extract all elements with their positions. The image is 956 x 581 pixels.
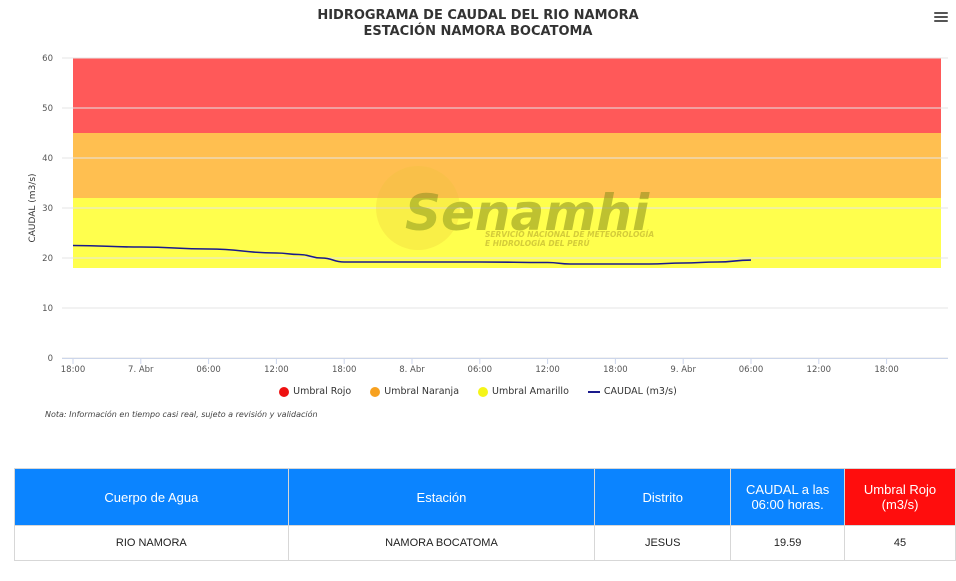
threshold-band-umbral-amarillo bbox=[73, 198, 941, 268]
series-line-caudal[interactable] bbox=[72, 244, 752, 265]
header-caudal: CAUDAL a las 06:00 horas. bbox=[730, 468, 846, 526]
senamhi-watermark: Senamhi SERVICIO NACIONAL DE METEOROLOGÍ… bbox=[376, 166, 654, 250]
header-umbral-rojo: Umbral Rojo (m3/s) bbox=[844, 468, 956, 526]
chart-legend: Umbral Rojo Umbral Naranja Umbral Amaril… bbox=[0, 386, 956, 397]
legend-label-naranja: Umbral Naranja bbox=[384, 386, 460, 397]
legend-item-caudal[interactable]: CAUDAL (m3/s) bbox=[587, 386, 677, 397]
chart-plot: Senamhi SERVICIO NACIONAL DE METEOROLOGÍ… bbox=[28, 54, 948, 375]
y-tick-label: 10 bbox=[42, 304, 53, 314]
x-tick-label: 12:00 bbox=[807, 365, 832, 375]
cell-caudal: 19.59 bbox=[730, 525, 846, 561]
legend-dot-rojo bbox=[279, 386, 290, 397]
legend-item-umbral-naranja[interactable]: Umbral Naranja bbox=[370, 386, 459, 397]
x-tick-label: 7. Abr bbox=[128, 365, 154, 375]
y-tick-label: 50 bbox=[42, 104, 53, 114]
table-row: RIO NAMORA NAMORA BOCATOMA JESUS 19.59 4… bbox=[14, 525, 956, 561]
cell-estacion: NAMORA BOCATOMA bbox=[287, 525, 596, 561]
legend-line-caudal bbox=[587, 390, 600, 393]
y-tick-label: 60 bbox=[42, 54, 53, 64]
threshold-band-umbral-naranja bbox=[73, 133, 941, 198]
chart-title: HIDROGRAMA DE CAUDAL DEL RIO NAMORA ESTA… bbox=[0, 8, 956, 40]
x-tick-label: 8. Abr bbox=[399, 365, 425, 375]
x-tick-label: 9. Abr bbox=[670, 365, 696, 375]
watermark-brand: Senamhi bbox=[405, 184, 650, 242]
hamburger-menu-icon[interactable] bbox=[934, 12, 948, 24]
y-tick-label: 0 bbox=[48, 354, 53, 364]
legend-item-umbral-amarillo[interactable]: Umbral Amarillo bbox=[478, 386, 569, 397]
station-info-table: Cuerpo de Agua Estación Distrito CAUDAL … bbox=[14, 468, 956, 561]
chart-note: Nota: Información en tiempo casi real, s… bbox=[45, 410, 318, 419]
x-tick-label: 18:00 bbox=[332, 365, 357, 375]
legend-label-rojo: Umbral Rojo bbox=[293, 386, 352, 397]
chart-title-line2: ESTACIÓN NAMORA BOCATOMA bbox=[363, 24, 593, 39]
cell-distrito: JESUS bbox=[594, 525, 732, 561]
y-tick-label: 20 bbox=[42, 254, 53, 264]
legend-item-umbral-rojo[interactable]: Umbral Rojo bbox=[279, 386, 351, 397]
legend-dot-naranja bbox=[370, 386, 381, 397]
x-tick-label: 18:00 bbox=[603, 365, 628, 375]
watermark-line1: SERVICIO NACIONAL DE METEOROLOGÍA bbox=[485, 230, 654, 239]
x-tick-label: 18:00 bbox=[61, 365, 86, 375]
y-tick-label: 40 bbox=[42, 154, 53, 164]
x-tick-label: 06:00 bbox=[468, 365, 493, 375]
watermark-line2: E HIDROLOGÍA DEL PERÚ bbox=[485, 239, 590, 248]
threshold-band-umbral-rojo bbox=[73, 58, 941, 133]
chart-title-line1: HIDROGRAMA DE CAUDAL DEL RIO NAMORA bbox=[317, 8, 639, 23]
y-axis-label: CAUDAL (m3/s) bbox=[28, 173, 38, 242]
legend-label-amarillo: Umbral Amarillo bbox=[492, 386, 569, 397]
header-cuerpo-de-agua: Cuerpo de Agua bbox=[14, 468, 289, 526]
cell-umbral-rojo: 45 bbox=[844, 525, 956, 561]
cell-cuerpo-de-agua: RIO NAMORA bbox=[14, 525, 289, 561]
x-tick-label: 06:00 bbox=[739, 365, 764, 375]
x-tick-label: 12:00 bbox=[264, 365, 289, 375]
legend-label-caudal: CAUDAL (m3/s) bbox=[603, 386, 677, 397]
legend-dot-amarillo bbox=[478, 386, 489, 397]
x-tick-label: 06:00 bbox=[196, 365, 221, 375]
header-estacion: Estación bbox=[287, 468, 596, 526]
y-tick-label: 30 bbox=[42, 204, 53, 214]
header-distrito: Distrito bbox=[594, 468, 732, 526]
x-tick-label: 18:00 bbox=[874, 365, 899, 375]
table-header-row: Cuerpo de Agua Estación Distrito CAUDAL … bbox=[14, 468, 956, 526]
x-tick-label: 12:00 bbox=[535, 365, 560, 375]
